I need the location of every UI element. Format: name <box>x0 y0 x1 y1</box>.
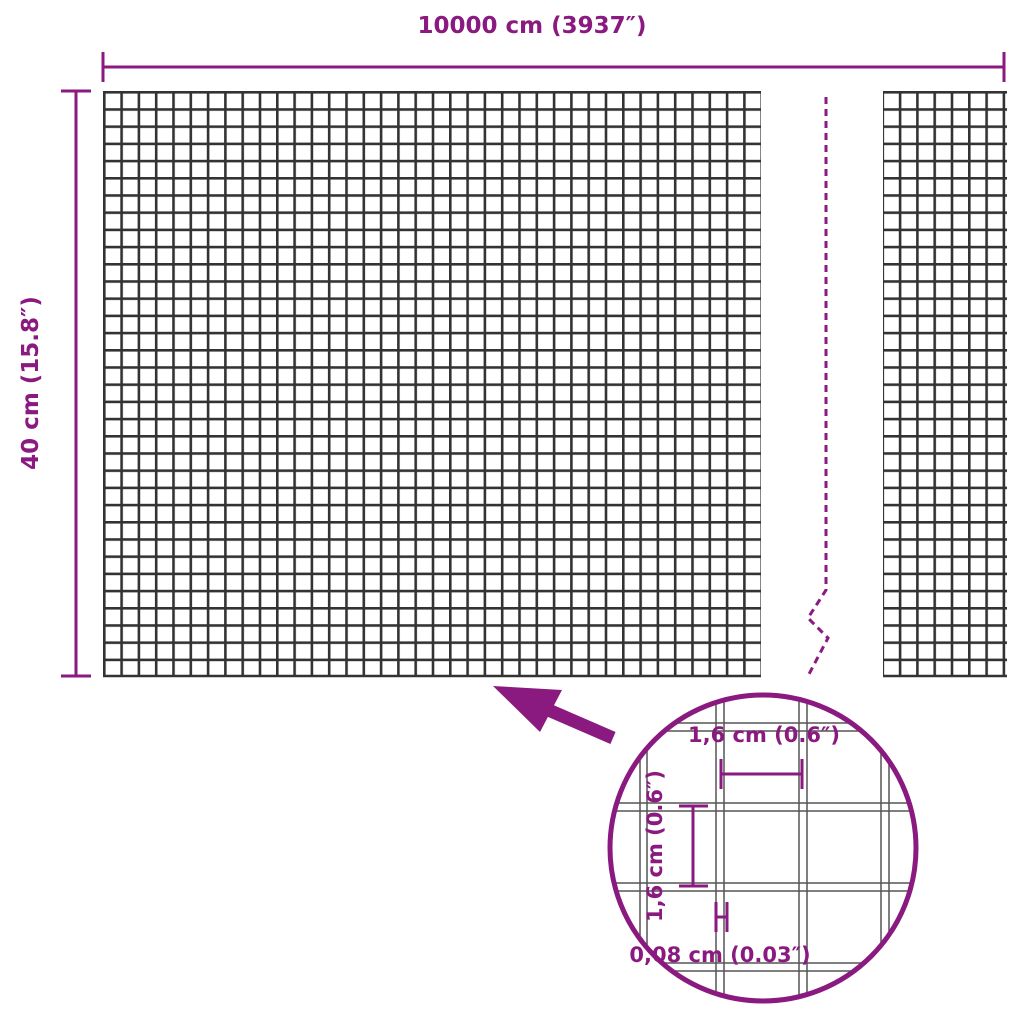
wire-thickness-label: 0,08 cm (0.03″) <box>629 943 810 967</box>
mesh-main <box>103 91 761 677</box>
mesh-end <box>883 91 1007 677</box>
arrow-icon <box>493 686 616 744</box>
break-line <box>806 97 830 677</box>
mesh-width-label: 1,6 cm (0.6″) <box>688 723 840 747</box>
width-dimension <box>101 52 1006 82</box>
mesh-height-label: 1,6 cm (0.6″) <box>643 770 667 922</box>
width-label: 10000 cm (3937″) <box>418 13 647 39</box>
detail-magnifier: 1,6 cm (0.6″) 1,6 cm (0.6″) 0,08 cm (0.0… <box>607 692 919 1004</box>
height-label: 40 cm (15.8″) <box>18 296 44 470</box>
height-dimension <box>61 89 91 678</box>
